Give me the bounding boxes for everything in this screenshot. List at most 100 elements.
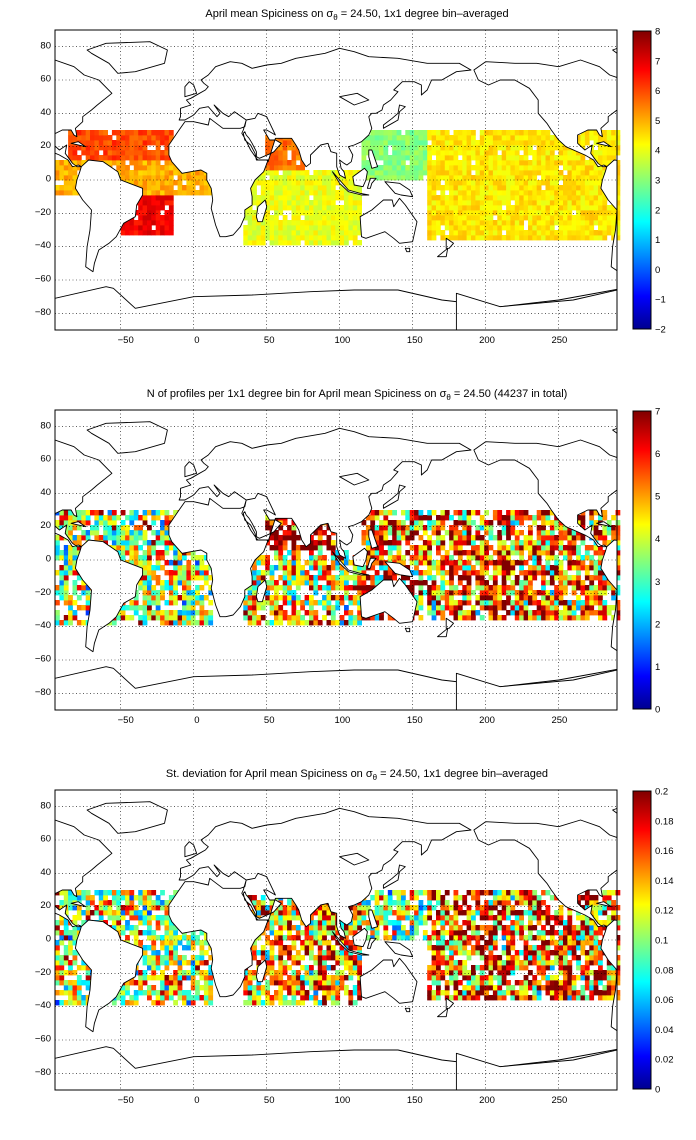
data-cell <box>252 200 257 206</box>
data-cell <box>142 595 148 601</box>
data-cell <box>440 590 446 596</box>
colorbar-tick-label: 8 <box>655 27 660 38</box>
data-cell <box>506 140 511 146</box>
data-cell <box>85 890 91 896</box>
data-cell <box>103 920 108 926</box>
data-cell <box>125 605 130 611</box>
data-cell <box>138 900 143 906</box>
data-cell <box>418 170 424 176</box>
data-cell <box>85 965 91 971</box>
data-cell <box>532 140 538 146</box>
data-cell <box>488 200 494 206</box>
data-cell <box>409 515 415 521</box>
data-cell <box>151 595 157 601</box>
data-cell <box>488 155 494 161</box>
data-cell <box>138 155 143 161</box>
data-cell <box>519 210 524 216</box>
data-cell <box>563 570 568 576</box>
data-cell <box>370 575 376 581</box>
data-cell <box>168 515 174 521</box>
data-cell <box>116 900 122 906</box>
data-cell <box>287 585 292 591</box>
data-cell <box>431 560 437 566</box>
data-cell <box>247 605 253 611</box>
landmass <box>339 472 370 486</box>
data-cell <box>265 920 270 926</box>
data-cell <box>59 620 65 626</box>
data-cell <box>414 170 419 176</box>
data-cell <box>195 555 200 561</box>
data-cell <box>449 215 454 221</box>
data-cell <box>593 180 599 186</box>
data-cell <box>195 595 200 601</box>
data-cell <box>269 155 275 161</box>
data-cell <box>436 550 441 556</box>
data-cell <box>59 595 65 601</box>
data-cell <box>322 225 327 231</box>
data-cell <box>278 595 284 601</box>
data-cell <box>195 575 200 581</box>
data-cell <box>304 560 310 566</box>
data-cell <box>383 155 389 161</box>
data-cell <box>63 920 69 926</box>
data-cell <box>514 145 520 151</box>
data-cell <box>330 620 336 626</box>
data-cell <box>269 970 275 976</box>
data-cell <box>611 235 616 241</box>
data-cell <box>155 900 161 906</box>
data-cell <box>348 200 354 206</box>
data-cell <box>164 995 170 1001</box>
data-cell <box>471 565 476 571</box>
data-cell <box>611 515 616 521</box>
data-cell <box>287 560 292 566</box>
data-cell <box>125 550 130 556</box>
data-cell <box>120 170 126 176</box>
data-cell <box>484 160 489 166</box>
data-cell <box>147 580 152 586</box>
data-cell <box>506 170 511 176</box>
data-cell <box>528 555 533 561</box>
data-cell <box>436 165 441 171</box>
data-cell <box>492 210 498 216</box>
data-cell <box>506 565 511 571</box>
data-cell <box>549 200 555 206</box>
data-cell <box>370 550 376 556</box>
data-cell <box>120 165 126 171</box>
data-cell <box>602 210 608 216</box>
data-cell <box>278 985 284 991</box>
data-cell <box>536 605 542 611</box>
data-cell <box>282 595 288 601</box>
data-cell <box>615 195 621 201</box>
data-cell <box>68 985 73 991</box>
data-cell <box>536 610 542 616</box>
data-cell <box>440 520 446 526</box>
data-cell <box>326 215 332 221</box>
data-cell <box>317 560 323 566</box>
data-cell <box>444 140 450 146</box>
data-cell <box>269 185 275 191</box>
data-cell <box>606 205 612 211</box>
data-cell <box>584 180 590 186</box>
data-cell <box>282 200 288 206</box>
data-cell <box>357 615 362 621</box>
data-cell <box>506 165 511 171</box>
data-cell <box>352 205 358 211</box>
data-cell <box>523 580 529 586</box>
landmass <box>596 521 612 528</box>
data-cell <box>383 535 389 541</box>
data-cell <box>571 205 577 211</box>
data-cell <box>615 550 621 556</box>
data-cell <box>133 155 139 161</box>
data-cell <box>138 170 143 176</box>
colorbar-tick-label: 4 <box>655 146 660 157</box>
data-cell <box>541 225 546 231</box>
data-cell <box>611 605 616 611</box>
data-cell <box>462 145 468 151</box>
data-cell <box>431 525 437 531</box>
data-cell <box>63 545 69 551</box>
data-cell <box>492 165 498 171</box>
data-cell <box>449 145 454 151</box>
data-cell <box>76 585 82 591</box>
data-cell <box>309 610 314 616</box>
data-cell <box>580 615 586 621</box>
